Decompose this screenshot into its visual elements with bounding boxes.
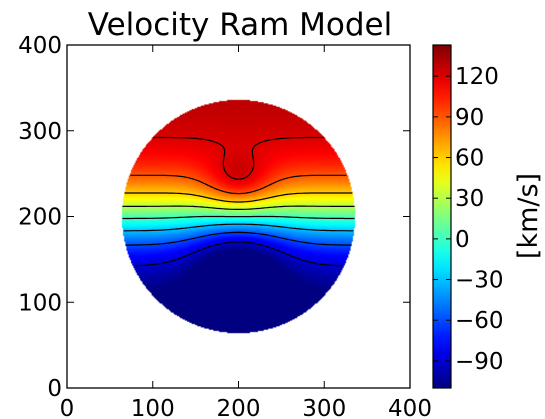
colorbar-tick-label: 30 <box>455 186 484 212</box>
contour-line <box>125 231 352 246</box>
colorbar-tick-label: 90 <box>455 105 484 131</box>
plot-area <box>67 45 410 388</box>
colorbar-tick-label: −90 <box>455 349 504 375</box>
contour-line <box>133 241 344 267</box>
chart-title: Velocity Ram Model <box>88 7 392 43</box>
contour-line <box>122 215 355 220</box>
colorbar-label: [km/s] <box>513 173 544 259</box>
x-tick-label: 300 <box>302 396 346 419</box>
y-tick-label: 100 <box>18 290 62 316</box>
colorbar-tick-label: 60 <box>455 146 484 172</box>
y-tick-label: 200 <box>18 205 62 231</box>
x-tick-label: 100 <box>131 396 175 419</box>
axes: 0 100 200 300 400 0 100 200 300 400 <box>18 33 432 419</box>
colorbar <box>432 44 452 389</box>
colorbar-ticks: 120 90 60 30 0 −30 −60 −90 <box>433 64 504 375</box>
colorbar-tick-label: −60 <box>455 308 504 334</box>
y-tick-label: 400 <box>18 33 62 59</box>
colorbar-tick-label: −30 <box>455 268 504 294</box>
contour-line <box>130 174 347 195</box>
x-tick-label: 400 <box>388 396 432 419</box>
colorbar-tick-label: 120 <box>455 64 499 90</box>
contour-line <box>124 192 353 203</box>
x-tick-label: 200 <box>217 396 261 419</box>
colorbar-tick-label: 0 <box>455 227 470 253</box>
contour-line <box>153 136 324 180</box>
y-tick-label: 300 <box>18 119 62 145</box>
velocity-contours <box>122 136 355 267</box>
y-tick-label: 0 <box>47 376 62 402</box>
contour-line <box>123 223 354 232</box>
x-tick-label: 0 <box>60 396 75 419</box>
contour-line <box>122 205 355 210</box>
